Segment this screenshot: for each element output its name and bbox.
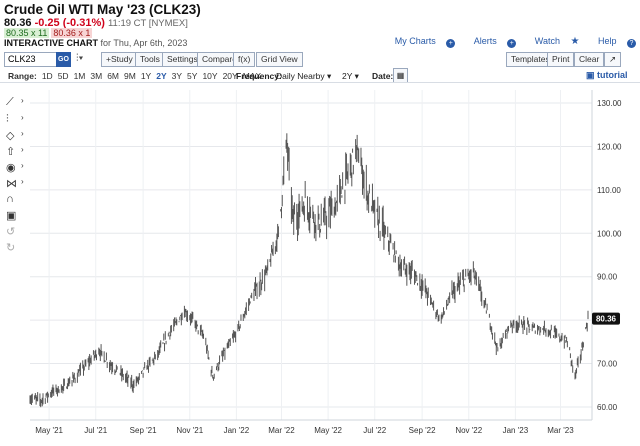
line-tool-icon[interactable]: ⟋ › <box>6 96 24 108</box>
y-tick-label: 60.00 <box>597 403 618 412</box>
range-1y[interactable]: 1Y <box>140 71 152 81</box>
tools-button[interactable]: Tools <box>135 52 165 67</box>
range-label: Range: <box>8 71 37 81</box>
interactive-chart-heading: INTERACTIVE CHART for Thu, Apr 6th, 2023 <box>4 38 187 48</box>
y-tick-label: 120.00 <box>597 142 622 151</box>
bid-badge: 80.35 x 11 <box>4 28 50 38</box>
x-tick-label: Nov '21 <box>176 426 203 435</box>
range-5y[interactable]: 5Y <box>187 71 198 81</box>
help-icon: ? <box>627 39 636 48</box>
chart-grid <box>30 90 592 420</box>
last-price: 80.36 <box>4 17 32 29</box>
plus-icon: + <box>446 39 456 48</box>
fibonacci-icon[interactable]: ⫶ › <box>6 113 24 125</box>
pattern-icon[interactable]: ⋈ › <box>6 177 24 190</box>
shapes-icon[interactable]: ◇ › <box>6 129 24 142</box>
ask-badge: 80.36 x 1 <box>51 28 93 38</box>
period-value: 2Y <box>342 71 353 81</box>
range-20y[interactable]: 20Y <box>222 71 238 81</box>
range-9m[interactable]: 9M <box>124 71 136 81</box>
help-label: Help <box>597 36 617 46</box>
fx-button[interactable]: f(x) <box>233 52 256 67</box>
my-charts-link[interactable]: My Charts + <box>387 36 456 48</box>
x-tick-label: May '22 <box>314 426 342 435</box>
clear-button[interactable]: Clear <box>574 52 605 67</box>
range-5d[interactable]: 5D <box>57 71 69 81</box>
tutorial-link[interactable]: ▣ tutorial <box>586 70 628 81</box>
date-label: Date: <box>372 71 394 81</box>
y-tick-label: 90.00 <box>597 273 618 282</box>
plus-icon: + <box>507 39 517 48</box>
eye-icon[interactable]: ◉ › <box>6 161 24 174</box>
price-bars <box>29 133 589 408</box>
page-title: Crude Oil WTI May '23 (CLK23) <box>4 2 201 17</box>
expand-icon[interactable]: ↗ <box>604 52 622 67</box>
last-price-marker <box>592 312 620 325</box>
watch-label: Watch <box>534 36 560 46</box>
y-tick-label: 100.00 <box>597 229 622 238</box>
range-10y[interactable]: 10Y <box>202 71 218 81</box>
x-tick-label: Jan '23 <box>503 426 529 435</box>
range-2y[interactable]: 2Y <box>156 71 167 81</box>
x-tick-label: Sep '21 <box>130 426 157 435</box>
bid-ask: 80.35 x 11 80.36 x 1 <box>4 28 93 38</box>
x-tick-label: Sep '22 <box>409 426 436 435</box>
period-select[interactable]: 2Y ▾ <box>342 71 359 81</box>
help-link[interactable]: Help ? <box>590 36 636 48</box>
range-bar: Range: 1D 5D 1M 3M 6M 9M 1Y 2Y 3Y 5Y 10Y 20Y MAX <box>8 71 261 81</box>
star-icon: ★ <box>570 36 580 47</box>
x-tick-label: Jan '22 <box>224 426 250 435</box>
range-6m[interactable]: 6M <box>107 71 119 81</box>
x-tick-label: Jul '22 <box>363 426 386 435</box>
price-change: -0.25 (-0.31%) <box>34 17 105 29</box>
x-tick-label: Mar '22 <box>268 426 295 435</box>
x-tick-label: May '21 <box>35 426 63 435</box>
watch-link[interactable]: Watch ★ <box>527 36 580 47</box>
undo-icon[interactable]: ↺ <box>6 226 16 238</box>
print-button[interactable]: Print <box>547 52 575 67</box>
last-price-label: 80.36 <box>596 315 617 324</box>
range-3m[interactable]: 3M <box>90 71 103 81</box>
chart-axes: 60.0070.0080.0090.00100.00110.00120.0013… <box>30 90 622 435</box>
arrow-up-icon[interactable]: ⇧ › <box>6 145 24 158</box>
my-charts-label: My Charts <box>394 36 436 46</box>
interactive-chart-date: for Thu, Apr 6th, 2023 <box>100 38 188 48</box>
bar-type-icon[interactable]: ⫶▾ <box>76 53 84 64</box>
tutorial-label: tutorial <box>597 70 628 80</box>
grid-view-button[interactable]: Grid View <box>256 52 303 67</box>
range-max[interactable]: MAX <box>242 71 262 81</box>
range-1m[interactable]: 1M <box>73 71 86 81</box>
tutorial-icon: ▣ <box>586 70 595 80</box>
redo-icon[interactable]: ↻ <box>6 242 16 254</box>
y-tick-label: 70.00 <box>597 360 618 369</box>
range-3y[interactable]: 3Y <box>171 71 183 81</box>
range-1d[interactable]: 1D <box>41 71 53 81</box>
symbol-input[interactable] <box>4 52 58 67</box>
frequency-label: Frequency: <box>236 71 282 81</box>
x-tick-label: Nov '22 <box>455 426 482 435</box>
frequency-value: Daily Nearby <box>276 71 325 81</box>
x-tick-label: Jul '21 <box>84 426 107 435</box>
toolbar-divider <box>0 82 640 83</box>
y-tick-label: 110.00 <box>597 186 621 195</box>
top-links: My Charts + Alerts + Watch ★ Help ? <box>379 36 636 48</box>
alerts-label: Alerts <box>473 36 497 46</box>
magnet-icon[interactable]: ∩ <box>6 193 14 205</box>
frequency-select[interactable]: Daily Nearby ▾ <box>276 71 332 81</box>
alerts-link[interactable]: Alerts + <box>466 36 517 48</box>
interactive-chart-label: INTERACTIVE CHART <box>4 38 98 48</box>
y-tick-label: 130.00 <box>597 99 622 108</box>
go-button[interactable]: GO <box>56 52 71 67</box>
x-tick-label: Mar '23 <box>547 426 574 435</box>
quote-line: 80.36 -0.25 (-0.31%) 11:19 CT [NYMEX] <box>4 17 188 29</box>
lock-icon[interactable]: ▣ <box>6 210 17 222</box>
quote-time: 11:19 CT [NYMEX] <box>107 18 188 29</box>
